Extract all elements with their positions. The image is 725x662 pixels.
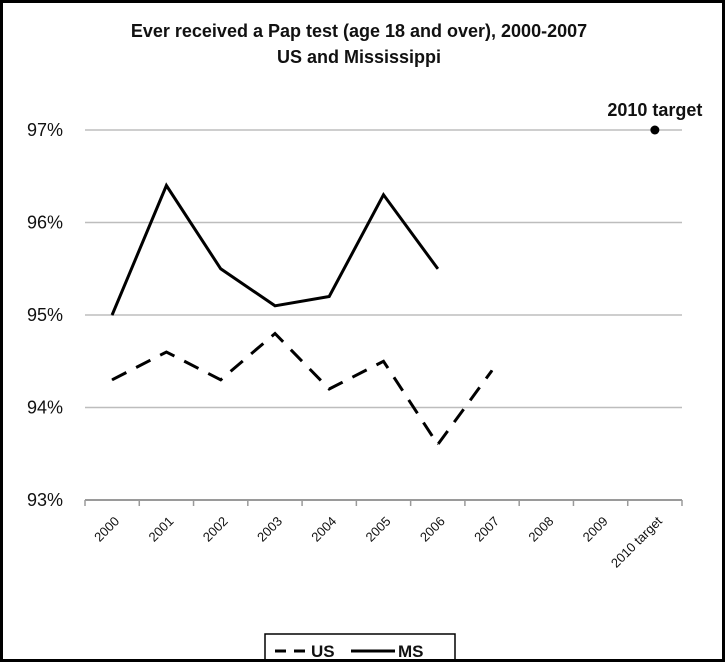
target-point — [650, 125, 660, 135]
data-point-us — [220, 379, 222, 381]
x-tick-label: 2002 — [200, 514, 231, 545]
data-point-ms — [274, 305, 276, 307]
series-line-us — [111, 331, 494, 448]
data-point-us — [111, 379, 113, 381]
data-point-us — [165, 351, 167, 353]
legend-label-us: US — [311, 642, 335, 659]
pap-test-line-chart: Ever received a Pap test (age 18 and ove… — [27, 21, 702, 659]
x-tick-label: 2001 — [145, 514, 176, 545]
series-line-ms — [110, 182, 440, 316]
data-point-us — [491, 370, 493, 371]
x-tick-label: 2007 — [471, 514, 502, 545]
x-tick-label: 2009 — [580, 514, 611, 545]
data-point-ms — [383, 194, 384, 196]
data-point-us — [328, 388, 330, 390]
y-axis-ticks: 93% 94% 95% 96% 97% — [27, 120, 63, 510]
data-point-ms — [437, 268, 439, 270]
x-tick-label: 2004 — [308, 514, 339, 545]
x-tick-label: 2008 — [525, 514, 556, 545]
x-tick-label: 2006 — [417, 514, 448, 545]
y-tick-label: 94% — [27, 398, 63, 418]
chart-title: Ever received a Pap test (age 18 and ove… — [131, 21, 587, 41]
data-point-ms — [220, 268, 222, 270]
y-tick-label: 96% — [27, 213, 63, 233]
y-tick-label: 95% — [27, 305, 63, 325]
x-axis-ticks: 2000 2001 2002 2003 2004 2005 2006 2007 2008 2009… — [91, 513, 665, 570]
data-point-ms — [111, 314, 113, 316]
data-point-us — [274, 333, 276, 334]
x-tick-label: 2005 — [363, 514, 394, 545]
data-point-ms — [165, 185, 167, 186]
legend-box — [264, 633, 456, 659]
chart-subtitle: US and Mississippi — [277, 47, 441, 67]
series-lines — [110, 182, 494, 448]
x-tick-label: 2003 — [254, 514, 285, 545]
y-tick-label: 93% — [27, 490, 63, 510]
target-annotation: 2010 target — [607, 100, 702, 135]
data-point-us — [437, 444, 439, 445]
legend-label-ms: MS — [398, 642, 424, 659]
x-tick-label: 2000 — [91, 514, 122, 545]
y-tick-label: 97% — [27, 120, 63, 140]
legend: US MS — [264, 633, 456, 659]
x-tick-label: 2010 target — [608, 513, 665, 570]
data-point-us — [383, 360, 384, 362]
target-label: 2010 target — [607, 100, 702, 120]
gridlines — [84, 129, 683, 506]
data-point-ms — [328, 296, 330, 297]
